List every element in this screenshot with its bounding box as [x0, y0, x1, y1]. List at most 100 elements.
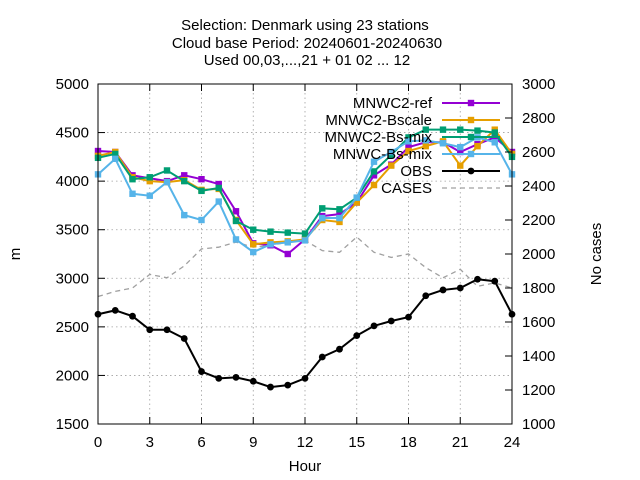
data-point-mnwc2-bs-mix [319, 205, 326, 212]
data-point-mnwc2-bs-mix [232, 217, 240, 225]
data-point-obs [439, 286, 447, 294]
data-point-mnwc2-bs-mix [301, 230, 309, 237]
data-point-mnwc-bs-mix [336, 214, 343, 222]
y2-tick-label: 1400 [522, 348, 555, 365]
data-point-obs [215, 374, 223, 382]
legend-entry-obs: OBS [400, 163, 500, 180]
data-point-mnwc-bs-mix [353, 194, 360, 201]
legend-label-cases: CASES [381, 180, 432, 197]
series-line-obs [97, 278, 513, 389]
data-point-mnwc2-ref [405, 143, 412, 151]
data-point-mnwc2-ref [284, 250, 291, 258]
y-tick-label: 3000 [56, 270, 89, 287]
y-tick-label: 1500 [56, 416, 89, 433]
data-point-mnwc2-ref [370, 172, 378, 179]
series-obs [94, 275, 516, 391]
legend-label-mnwc2-ref: MNWC2-ref [353, 95, 433, 112]
data-point-mnwc2-bscale [336, 218, 343, 226]
y2-axis-label: No cases [588, 223, 605, 286]
data-point-mnwc2-bs-mix [112, 150, 119, 158]
data-point-mnwc-bs-mix [457, 143, 464, 151]
legend-label-mnwc-bs-mix: MNWC-Bs-mix [333, 146, 433, 163]
y-axis-label: m [7, 248, 24, 261]
data-point-mnwc2-ref [336, 210, 343, 218]
data-point-mnwc-bs-mix [250, 248, 257, 256]
legend-entry-mnwc2-ref: MNWC2-ref [353, 95, 500, 112]
data-point-obs [353, 332, 361, 339]
data-point-mnwc2-bs-mix [491, 129, 498, 136]
data-point-obs [318, 353, 326, 361]
data-point-mnwc2-bscale [146, 177, 153, 185]
data-point-mnwc-bs-mix [215, 198, 222, 205]
data-point-mnwc2-bs-mix [215, 184, 222, 192]
x-tick-label: 21 [452, 434, 469, 451]
y2-tick-label: 1000 [522, 416, 555, 433]
data-point-obs [198, 368, 205, 375]
data-point-mnwc-bs-mix [370, 158, 378, 165]
data-point-mnwc-bs-mix [319, 214, 326, 222]
data-point-mnwc-bs-mix [146, 192, 153, 199]
y-tick-label: 3500 [56, 222, 89, 239]
legend-marker-mnwc2-bs-mix [467, 133, 475, 141]
title-line-1: Selection: Denmark using 23 stations [181, 17, 429, 34]
data-point-obs [387, 317, 395, 325]
x-tick-label: 15 [348, 434, 365, 451]
y-tick-label: 4500 [56, 125, 89, 142]
data-point-obs [336, 345, 343, 353]
data-point-obs [456, 284, 464, 292]
y2-tick-label: 1600 [522, 314, 555, 331]
data-point-mnwc2-bs-mix [370, 168, 378, 175]
data-point-obs [491, 277, 499, 285]
x-tick-label: 24 [504, 434, 521, 451]
data-point-mnwc-bs-mix [129, 190, 136, 197]
grid [98, 84, 512, 424]
data-point-mnwc-bs-mix [388, 148, 395, 156]
data-point-mnwc-bs-mix [491, 139, 498, 146]
legend-entry-mnwc2-bscale: MNWC2-Bscale [325, 112, 500, 129]
legend-marker-obs [467, 167, 475, 175]
data-point-mnwc-bs-mix [232, 236, 240, 243]
legend-entry-cases: CASES [381, 180, 500, 197]
data-point-obs [111, 306, 119, 314]
data-point-obs [474, 275, 481, 283]
data-point-mnwc2-bscale [457, 162, 464, 169]
legend-entry-mnwc2-bs-mix: MNWC2-Bs-mix [325, 129, 500, 146]
y2-tick-label: 1200 [522, 382, 555, 399]
y2-tick-label: 3000 [522, 76, 555, 93]
x-tick-label: 12 [297, 434, 314, 451]
data-point-mnwc-bs-mix [284, 239, 291, 246]
x-tick-label: 6 [197, 434, 205, 451]
data-point-mnwc2-bs-mix [267, 228, 274, 235]
y2-tick-label: 2600 [522, 144, 555, 161]
data-point-mnwc-bs-mix [267, 241, 274, 248]
legend-entry-mnwc-bs-mix: MNWC-Bs-mix [333, 146, 500, 163]
x-axis-label: Hour [289, 458, 322, 475]
data-point-obs [267, 383, 274, 391]
x-tick-label: 18 [400, 434, 417, 451]
axis-ticks [97, 83, 513, 425]
data-point-mnwc2-bscale [388, 162, 395, 169]
legend-marker-mnwc-bs-mix [467, 150, 475, 158]
y-tick-labels: 1500 2000 2500 3000 3500 4000 4500 5000 [56, 76, 89, 433]
title-line-2: Cloud base Period: 20240601-20240630 [172, 35, 442, 52]
y2-tick-label: 2400 [522, 178, 555, 195]
data-point-mnwc2-bscale [422, 142, 429, 150]
data-point-mnwc2-bs-mix [146, 174, 153, 181]
data-point-obs [163, 326, 171, 334]
legend-label-obs: OBS [400, 163, 432, 180]
data-point-obs [405, 313, 412, 321]
data-point-obs [370, 322, 378, 330]
legend-label-mnwc2-bs-mix: MNWC2-Bs-mix [325, 129, 433, 146]
y2-tick-label: 2800 [522, 110, 555, 127]
data-point-obs [284, 381, 292, 389]
x-tick-label: 3 [146, 434, 154, 451]
data-point-mnwc2-bscale [353, 199, 360, 206]
data-point-mnwc2-bs-mix [336, 206, 343, 213]
legend-marker-mnwc2-ref [467, 99, 475, 107]
data-point-mnwc2-ref [198, 176, 205, 183]
data-point-mnwc-bs-mix [163, 178, 171, 186]
data-point-mnwc2-bs-mix [163, 167, 171, 174]
data-point-mnwc2-bs-mix [181, 177, 188, 185]
x-tick-labels: 0 3 6 9 12 15 18 21 24 [94, 434, 521, 451]
